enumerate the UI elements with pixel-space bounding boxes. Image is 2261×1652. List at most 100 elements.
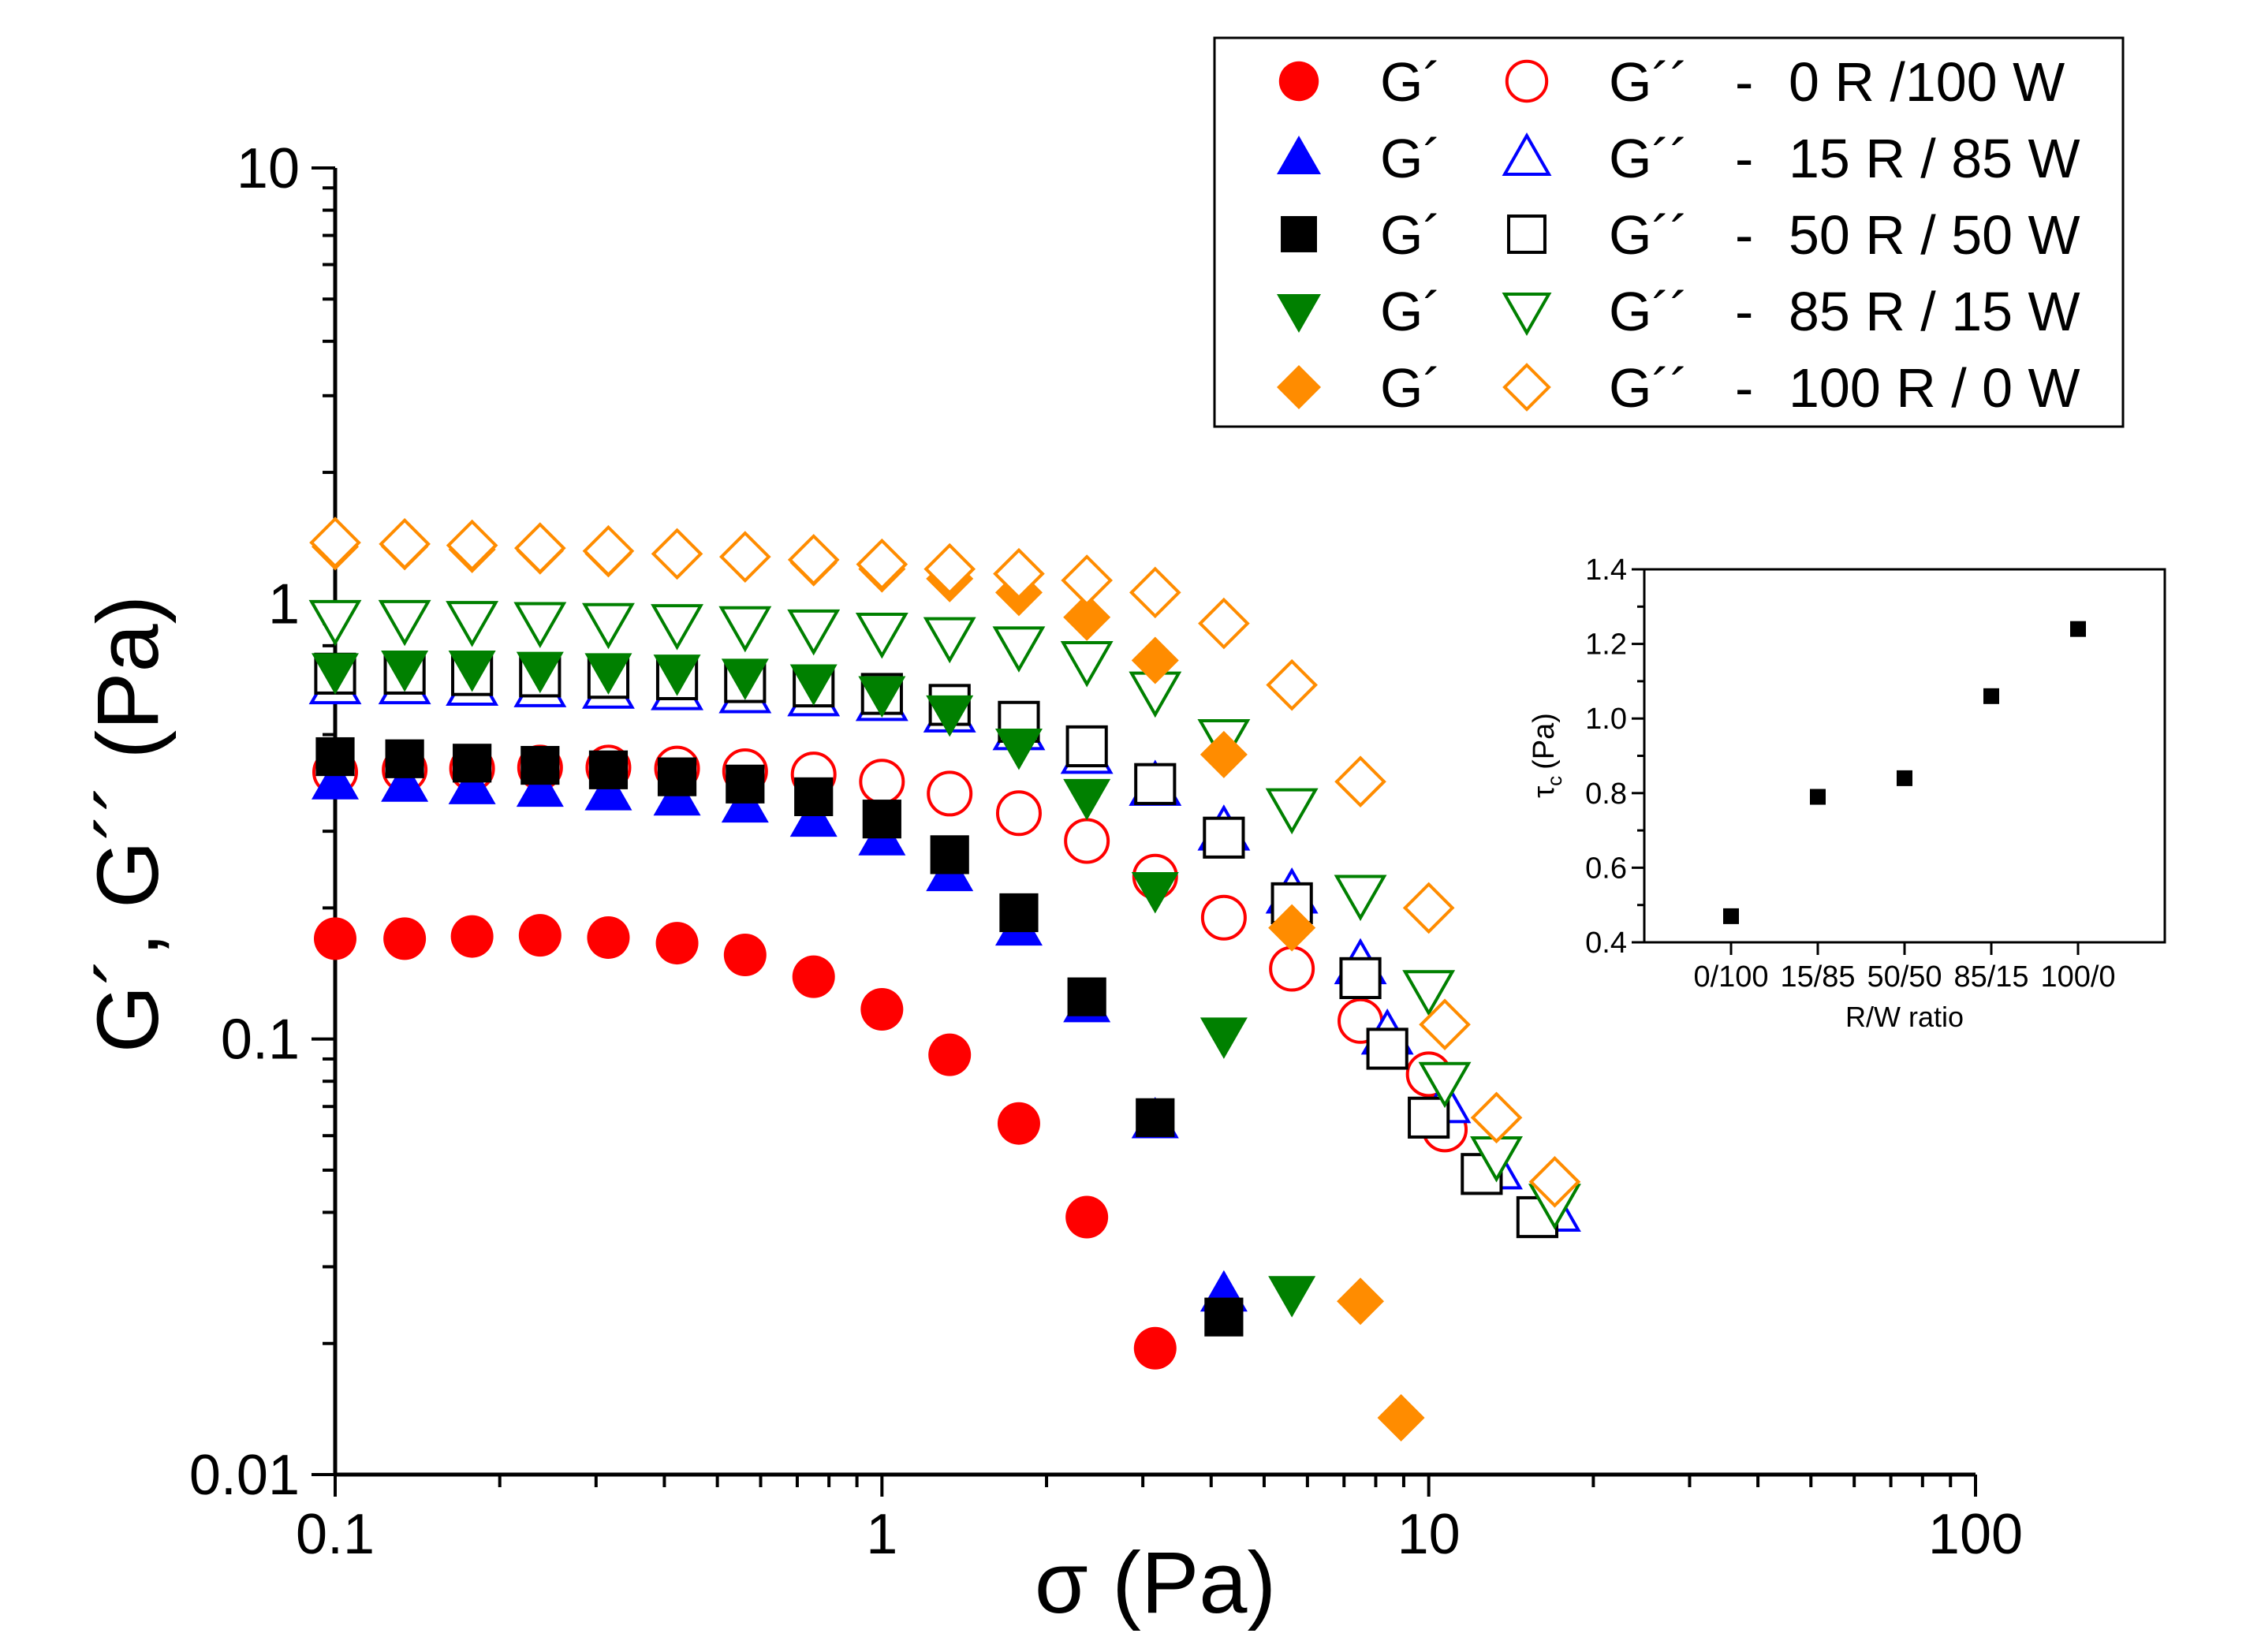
data-point [657, 757, 697, 796]
data-point [518, 914, 562, 957]
legend-gprime-label: G´ [1380, 357, 1442, 419]
data-point [1067, 977, 1106, 1016]
data-point [653, 654, 701, 696]
data-point [308, 599, 362, 647]
y-tick-label: 10 [237, 137, 300, 200]
data-point [787, 609, 841, 656]
data-point [718, 531, 771, 583]
legend-separator: - [1735, 204, 1753, 266]
data-point [513, 602, 567, 648]
inset-y-tick-label: 0.8 [1585, 778, 1627, 811]
data-point [792, 955, 835, 998]
data-point [378, 599, 431, 647]
legend-gprime-label: G´ [1380, 281, 1442, 342]
x-tick-label: 0.1 [296, 1503, 375, 1566]
inset-y-axis-label: τc (Pa) [1528, 713, 1566, 798]
inset-plot: 0.4 0.6 0.8 1.0 1.2 1.4 0/100 15/85 50/50 85/15 10… [1528, 554, 2166, 1033]
data-point [655, 922, 699, 965]
series-diamond-open [309, 516, 1581, 1208]
data-point [1131, 872, 1179, 914]
inset-data-point [1810, 789, 1826, 805]
data-point [1266, 658, 1318, 711]
data-point [1203, 816, 1245, 859]
legend: G´ G´´ -0 R /100 WG´ G´´ -15 R / 85 WG´ G´´ -5… [1213, 36, 2125, 428]
data-point [858, 676, 906, 718]
data-point [859, 759, 905, 805]
data-point [587, 915, 630, 959]
y-axis-label: G´, G´´ (Pa) [80, 595, 177, 1053]
data-point [726, 764, 765, 804]
x-axis-label: σ (Pa) [1035, 1535, 1276, 1631]
data-point [453, 744, 492, 783]
data-point [1129, 566, 1181, 619]
legend-marker-open [1505, 59, 1549, 103]
data-point [1377, 1394, 1425, 1442]
data-point [1470, 1091, 1523, 1144]
data-point [718, 606, 772, 653]
data-point [450, 915, 494, 958]
data-point [312, 653, 359, 695]
data-point [1339, 957, 1382, 1000]
legend-separator: - [1735, 128, 1753, 189]
legend-sample-label: 100 R / 0 W [1789, 357, 2080, 419]
legend-rows: G´ G´´ -0 R /100 WG´ G´´ -15 R / 85 WG´ G´´ -5… [1277, 51, 2080, 419]
y-axis-ticks: 0.01 0.1 1 10 [189, 137, 335, 1507]
legend-marker-open [1502, 363, 1551, 412]
series-triangle-down-filled [312, 650, 1316, 1318]
inset-x-axis-label: R/W ratio [1845, 1001, 1964, 1033]
legend-gdoubleprime-label: G´´ [1609, 281, 1688, 342]
series-square-filled [315, 737, 1244, 1337]
x-tick-label: 100 [1928, 1503, 2023, 1566]
data-point [1065, 725, 1108, 768]
data-point [448, 763, 496, 804]
legend-gprime-label: G´ [1380, 128, 1442, 189]
inset-x-tick-label: 85/15 [1953, 960, 2028, 994]
data-point [928, 1033, 972, 1076]
data-point [520, 745, 560, 785]
data-point [1268, 1276, 1316, 1318]
y-tick-label: 1 [268, 572, 300, 636]
inset-data-point [1723, 908, 1739, 924]
legend-gdoubleprime-label: G´´ [1609, 51, 1688, 113]
data-point [1408, 1096, 1450, 1139]
data-point [1418, 1061, 1472, 1109]
data-point [993, 547, 1045, 600]
data-point [1204, 1297, 1244, 1337]
data-point [862, 800, 901, 839]
legend-row: G´ G´´ -85 R / 15 W [1277, 281, 2080, 342]
inset-y-tick-label: 1.2 [1585, 628, 1627, 662]
data-point [381, 760, 429, 802]
data-point [1134, 763, 1177, 805]
data-point [1200, 1017, 1248, 1059]
legend-separator: - [1735, 51, 1753, 113]
inset-y-label-symbol: τ [1528, 786, 1561, 798]
data-point [448, 650, 496, 692]
data-point [1528, 1155, 1581, 1208]
x-tick-label: 10 [1397, 1503, 1461, 1566]
inset-data-point [1983, 688, 1999, 704]
inset-points [1723, 621, 2086, 924]
data-point [1131, 636, 1179, 684]
data-point [446, 519, 498, 572]
data-point [855, 613, 909, 659]
data-point [723, 933, 767, 976]
data-point [1419, 998, 1471, 1051]
data-point [1133, 1326, 1177, 1370]
legend-gprime-label: G´ [1380, 51, 1442, 113]
data-point [383, 917, 427, 960]
data-point [794, 777, 834, 817]
legend-separator: - [1735, 281, 1753, 342]
legend-box [1213, 36, 2125, 428]
legend-sample-label: 0 R /100 W [1789, 51, 2065, 113]
legend-marker-open [1502, 293, 1552, 337]
data-point [1136, 1098, 1175, 1137]
inset-y-tick-label: 0.6 [1585, 852, 1627, 885]
series-triangle-down-open [308, 599, 1581, 1230]
inset-ticks: 0.4 0.6 0.8 1.0 1.2 1.4 0/100 15/85 50/50 85/15 10… [1585, 554, 2115, 994]
data-point [994, 728, 1043, 770]
series-circle-filled [314, 914, 1177, 1370]
data-point [381, 650, 429, 692]
inset-data-point [1897, 770, 1912, 786]
legend-sample-label: 15 R / 85 W [1789, 128, 2080, 189]
